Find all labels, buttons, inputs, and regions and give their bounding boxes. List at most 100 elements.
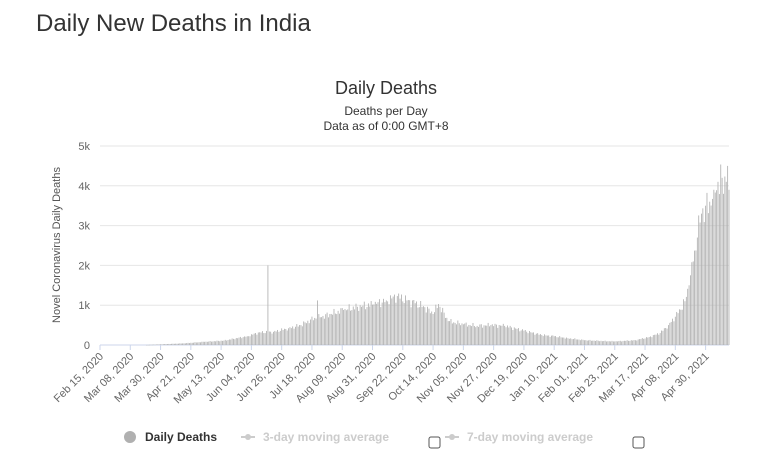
bar (202, 341, 204, 345)
bar (402, 301, 404, 345)
bar (365, 309, 367, 345)
bar (530, 332, 532, 345)
bar (191, 342, 193, 345)
bar (593, 340, 595, 345)
y-axis-title: Novel Coronavirus Daily Deaths (51, 167, 63, 323)
bar (412, 300, 413, 345)
bar (674, 316, 676, 345)
legend-checkbox[interactable] (428, 436, 441, 449)
bar (383, 298, 384, 345)
bar (712, 198, 713, 345)
bar (478, 326, 479, 345)
bar (317, 300, 318, 345)
bar (237, 338, 239, 345)
bar (268, 331, 270, 345)
bar (662, 330, 664, 345)
bar (282, 329, 284, 345)
bar (156, 344, 157, 345)
bar (160, 344, 161, 345)
bar (228, 339, 230, 345)
bar (358, 310, 360, 345)
bar (270, 331, 272, 345)
bar (206, 341, 208, 345)
bar (717, 181, 719, 345)
legend-item-7-day-moving-average[interactable]: 7-day moving average (445, 430, 593, 444)
bar (483, 325, 485, 345)
y-tick-label: 1k (78, 300, 90, 312)
bar (351, 310, 353, 345)
legend-label: Daily Deaths (145, 430, 217, 444)
bar (176, 343, 178, 345)
bar (147, 344, 149, 346)
bar (690, 275, 691, 345)
bar (544, 334, 545, 345)
bar (381, 302, 383, 345)
bar (714, 192, 716, 345)
bar (173, 343, 175, 345)
bar (439, 306, 441, 345)
bar (562, 337, 563, 345)
bar (389, 295, 391, 345)
legend-item-daily-deaths[interactable]: Daily Deaths (124, 430, 217, 444)
bar (723, 193, 724, 345)
bar (705, 205, 707, 345)
bar (380, 307, 382, 345)
bar (590, 340, 592, 345)
bar (648, 337, 650, 345)
bar (259, 332, 261, 345)
bar (472, 322, 474, 345)
bar (597, 340, 599, 345)
bar (165, 344, 167, 345)
legend-checkbox[interactable] (632, 436, 645, 449)
legend-item-3-day-moving-average[interactable]: 3-day moving average (241, 430, 389, 444)
bar (190, 342, 192, 345)
bar (304, 322, 306, 345)
bar (253, 333, 255, 345)
bar (333, 308, 335, 345)
bar (469, 325, 471, 345)
bar (146, 344, 148, 346)
bar (684, 301, 686, 345)
bar (164, 344, 166, 345)
bar (687, 288, 689, 345)
bar (244, 336, 245, 345)
bar (641, 338, 643, 345)
bar (182, 343, 184, 345)
bar (149, 344, 150, 346)
bar (187, 342, 189, 345)
bar (356, 306, 358, 345)
bar (261, 331, 263, 345)
bar (545, 335, 547, 345)
bar (450, 319, 452, 345)
chart-subtitle-2: Data as of 0:00 GMT+8 (323, 119, 448, 133)
bar (328, 317, 329, 345)
bar (326, 312, 328, 345)
bar (339, 313, 340, 345)
bar (256, 334, 258, 345)
bar (288, 328, 289, 345)
bar (460, 325, 462, 345)
bar (495, 324, 497, 345)
bar (548, 335, 550, 345)
bar (491, 324, 493, 345)
bar (279, 330, 281, 345)
bar (640, 339, 642, 345)
bar (579, 340, 581, 345)
legend-marker-icon (245, 434, 251, 440)
bar (534, 334, 536, 345)
bar (296, 324, 298, 345)
bar (727, 165, 729, 345)
bar (337, 310, 339, 345)
bar (340, 308, 342, 345)
bar (367, 303, 369, 345)
bar (352, 306, 354, 345)
bar (680, 309, 682, 345)
bar (457, 320, 459, 345)
bar (658, 334, 660, 345)
bar (387, 301, 389, 345)
bar (377, 302, 379, 345)
y-tick-label: 0 (84, 340, 90, 352)
bar (501, 325, 503, 345)
bar (231, 338, 233, 345)
bar (330, 313, 332, 345)
